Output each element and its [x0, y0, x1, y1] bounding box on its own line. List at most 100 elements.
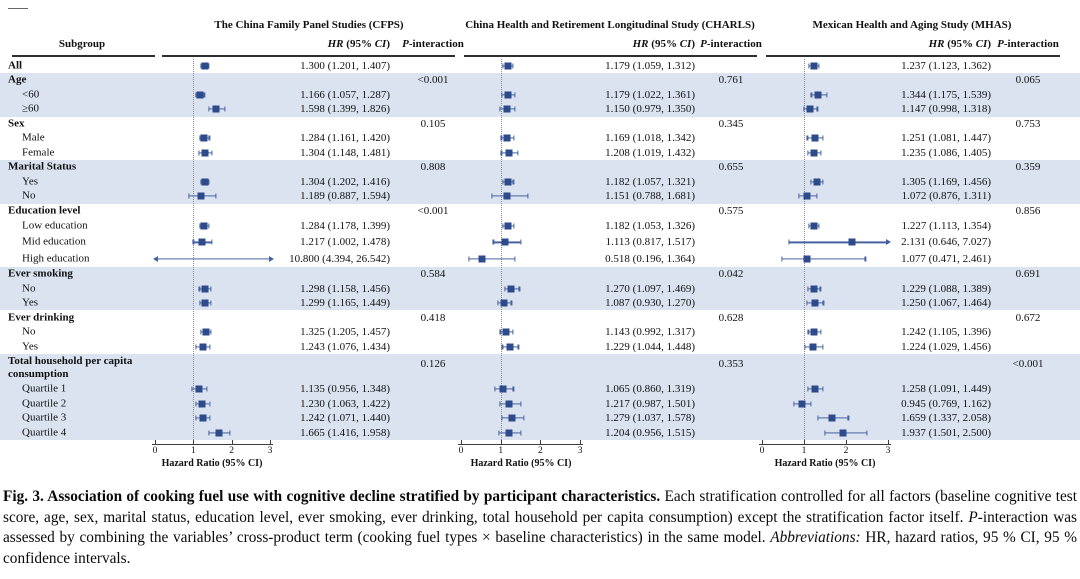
hr-ci-value: 1.087 (0.930, 1.270) — [605, 297, 695, 310]
point-estimate-marker — [198, 238, 206, 246]
hr-ci-value: 1.204 (0.956, 1.515) — [605, 426, 695, 439]
forest-row: Female 1.304 (1.148, 1.481) 1.208 (1.019, … — [0, 145, 1080, 160]
hr-ci-value: 1.237 (1.123, 1.362) — [901, 59, 991, 72]
hr-ci-value: 10.800 (4.394, 26.542) — [289, 252, 390, 265]
p-interaction-value: 0.808 — [420, 161, 446, 174]
ci-cap-right — [512, 179, 515, 185]
subgroup-label: Yes — [22, 296, 39, 309]
ci-cap-right — [211, 150, 213, 156]
hr-label: HR — [928, 38, 945, 50]
forest-row: Quartile 1 1.135 (0.956, 1.348) 1.065 (0.8… — [0, 381, 1080, 397]
subgroup-label: Female — [22, 146, 55, 159]
subgroup-label: Low education — [22, 219, 88, 232]
ci-cap-left — [808, 223, 810, 229]
ci-cap-left — [199, 223, 201, 229]
ci-cap-right — [513, 135, 515, 141]
hr-ci-value: 1.242 (1.105, 1.396) — [901, 326, 991, 339]
ci-cap-left — [195, 415, 197, 421]
hr-ci-value: 1.150 (0.979, 1.350) — [605, 103, 695, 116]
hr-label: HR — [632, 38, 649, 50]
hr-ci-value: 1.300 (1.201, 1.407) — [300, 59, 390, 72]
hr-ci-value: 1.937 (1.501, 2.500) — [901, 426, 991, 439]
ci-cap-right — [519, 401, 522, 407]
axis-tick-label: 1 — [801, 446, 807, 456]
subgroup-label: Mid education — [22, 235, 86, 248]
subgroup-label: Ever drinking — [8, 311, 75, 324]
x-axis-line — [759, 444, 891, 445]
caption-segment: Each stratification controlled for all f… — [3, 488, 1077, 526]
ci-cap-right — [826, 92, 828, 98]
caption-segment: Fig. 3. Association of cooking fuel use … — [3, 488, 665, 505]
ci-cap-right — [864, 256, 866, 262]
axis-tick — [231, 440, 233, 444]
ci-cap-right — [512, 329, 514, 335]
point-estimate-marker — [201, 299, 209, 307]
p-interaction-value: <0.001 — [1012, 357, 1044, 370]
p-label: P — [700, 38, 707, 50]
ci-cap-right — [820, 329, 822, 335]
ci-cap-left — [198, 286, 200, 292]
forest-row: Total household per capita consumption 0.1… — [0, 353, 1080, 382]
p-rest: -interaction — [408, 38, 464, 50]
panel-title-charls: China Health and Retirement Longitudinal… — [465, 19, 755, 31]
ci-cap-right — [816, 106, 818, 112]
p-interaction-header-cfps: P-interaction — [387, 38, 479, 50]
hr-ci-value: 1.182 (1.053, 1.326) — [605, 220, 695, 233]
hr-ci-value: 1.113 (0.817, 1.517) — [605, 236, 695, 249]
ci-cap-left — [491, 193, 493, 199]
hr-ci-value: 1.217 (0.987, 1.501) — [605, 397, 695, 410]
axis-label-charls: Hazard Ratio (95% CI) — [470, 458, 572, 469]
forest-row: Age <0.001 0.761 0.065 — [0, 73, 1080, 88]
point-estimate-marker — [503, 192, 511, 200]
forest-row: <60 1.166 (1.057, 1.287) 1.179 (1.022, 1.3… — [0, 87, 1080, 102]
forest-row: Yes 1.304 (1.202, 1.416) 1.182 (1.057, 1.3… — [0, 174, 1080, 189]
p-interaction-value: 0.065 — [1015, 74, 1041, 87]
point-estimate-marker — [201, 178, 209, 186]
hr-ci-value: 1.208 (1.019, 1.432) — [605, 146, 695, 159]
ci-cap-right — [208, 135, 211, 141]
hr-ci-header-mhas: HR (95% CI) — [861, 38, 991, 50]
point-estimate-marker — [813, 178, 821, 186]
ci-cap-right — [514, 106, 516, 112]
ci-cap-left — [808, 63, 810, 69]
forest-row: Ever drinking 0.418 0.628 0.672 — [0, 310, 1080, 325]
p-rest: -interaction — [706, 38, 762, 50]
subgroup-label: <60 — [22, 88, 40, 101]
point-estimate-marker — [201, 149, 209, 157]
point-estimate-marker — [810, 62, 818, 70]
hr-ci-value: 1.344 (1.175, 1.539) — [901, 88, 991, 101]
ci-cap-left — [500, 135, 502, 141]
hr-ci-value: 1.598 (1.399, 1.826) — [300, 103, 390, 116]
header-rule-subgroup — [12, 55, 155, 57]
p-interaction-value: <0.001 — [417, 204, 449, 217]
point-estimate-marker — [503, 105, 511, 113]
hr-ci-value: 1.229 (1.088, 1.389) — [901, 282, 991, 295]
forest-row: Quartile 3 1.242 (1.071, 1.440) 1.279 (1.0… — [0, 410, 1080, 426]
hr-ci-value: 1.072 (0.876, 1.311) — [901, 190, 991, 203]
p-interaction-header-mhas: P-interaction — [982, 38, 1074, 50]
ci-cap-right — [203, 92, 205, 98]
ci-cap-right — [810, 401, 812, 407]
p-interaction-value: 0.345 — [718, 117, 744, 130]
axis-tick — [500, 440, 502, 444]
ci-cap-right — [820, 150, 822, 156]
axis-tick — [804, 440, 805, 444]
ci-arrow-right — [268, 255, 274, 262]
p-interaction-value: 0.691 — [1015, 268, 1041, 281]
ci-cap-right — [847, 415, 850, 421]
subgroup-column-header: Subgroup — [58, 38, 106, 50]
forest-row: ≥60 1.598 (1.399, 1.826) 1.150 (0.979, 1.3… — [0, 102, 1080, 117]
p-label: P — [402, 38, 409, 50]
caption-segment: Abbreviations: — [770, 529, 861, 547]
ci-cap-right — [208, 223, 210, 229]
hr-ci-value: 1.304 (1.202, 1.416) — [300, 175, 390, 188]
point-estimate-marker — [505, 149, 513, 157]
ci-cap-left — [810, 92, 812, 98]
point-estimate-marker — [200, 134, 208, 142]
subgroup-label: Yes — [22, 175, 39, 188]
point-estimate-marker — [197, 192, 205, 200]
ci-cap-left — [500, 92, 503, 98]
point-estimate-marker — [848, 238, 855, 246]
ci-cap-right — [510, 300, 512, 306]
